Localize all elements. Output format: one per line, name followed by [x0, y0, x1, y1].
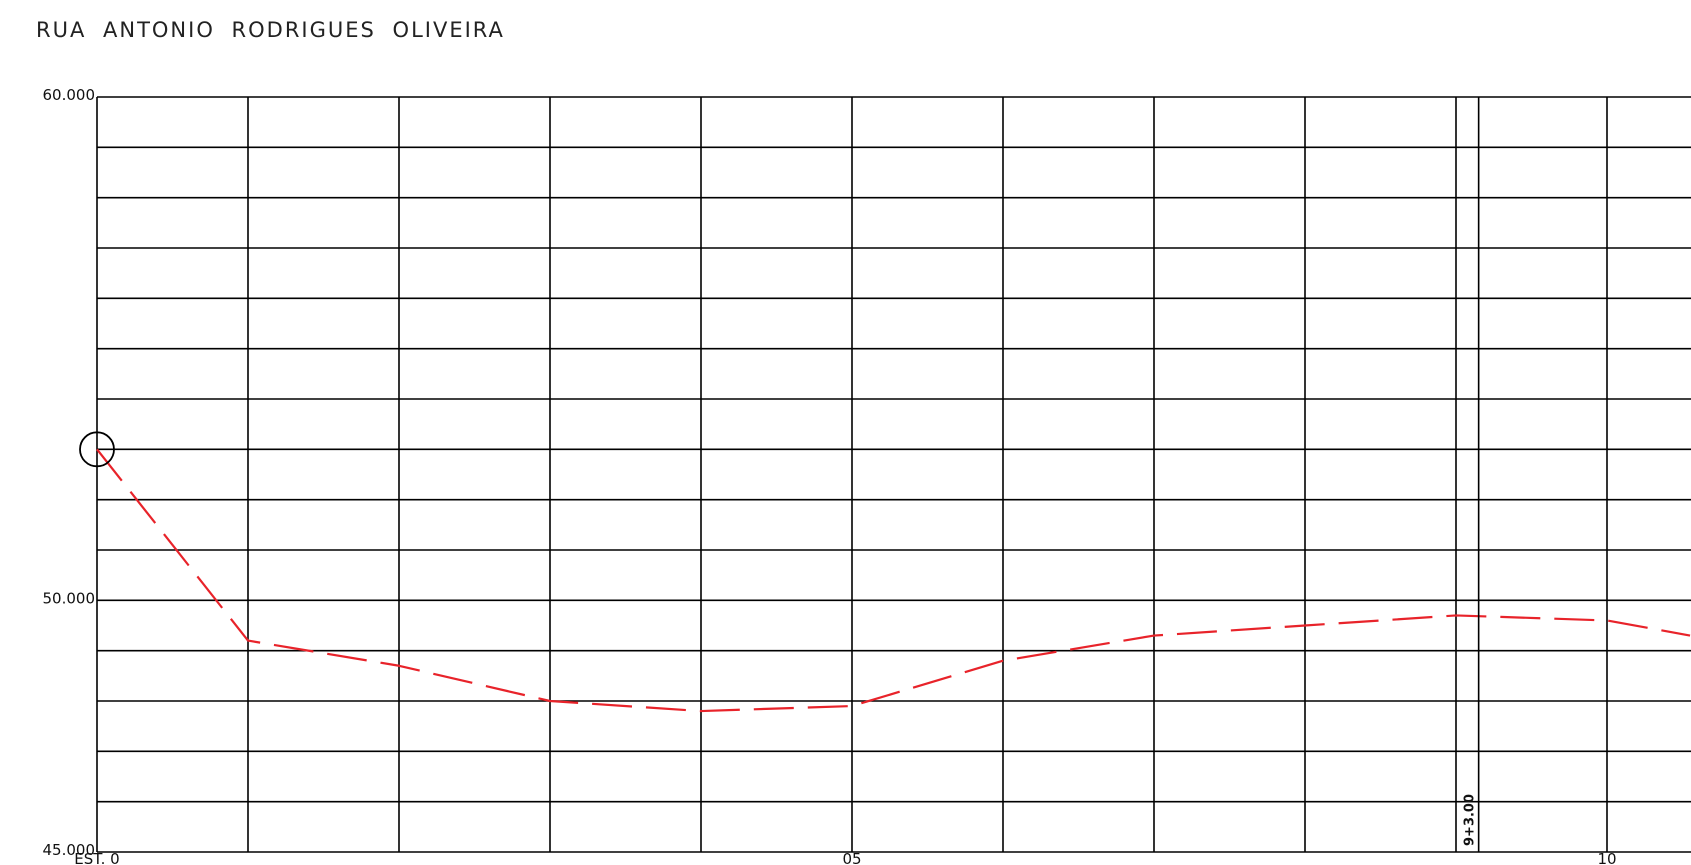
profile-line — [96, 448, 1691, 713]
chart-title: RUA ANTONIO RODRIGUES OLIVEIRA — [36, 18, 505, 42]
x-tick-label: 10 — [1597, 850, 1616, 865]
profile-series — [96, 448, 1691, 713]
x-tick-label: 05 — [842, 850, 861, 865]
grid — [96, 96, 1691, 853]
station-marker-label: 9+3.00 — [1463, 794, 1478, 846]
x-tick-label: EST. 0 — [74, 850, 119, 865]
y-tick-label: 60.000 — [43, 86, 96, 104]
y-tick-label: 45.000 — [43, 841, 96, 859]
y-tick-label: 50.000 — [43, 589, 96, 607]
markers: 9+3.00 — [79, 97, 1480, 852]
start-marker-circle — [79, 431, 115, 468]
